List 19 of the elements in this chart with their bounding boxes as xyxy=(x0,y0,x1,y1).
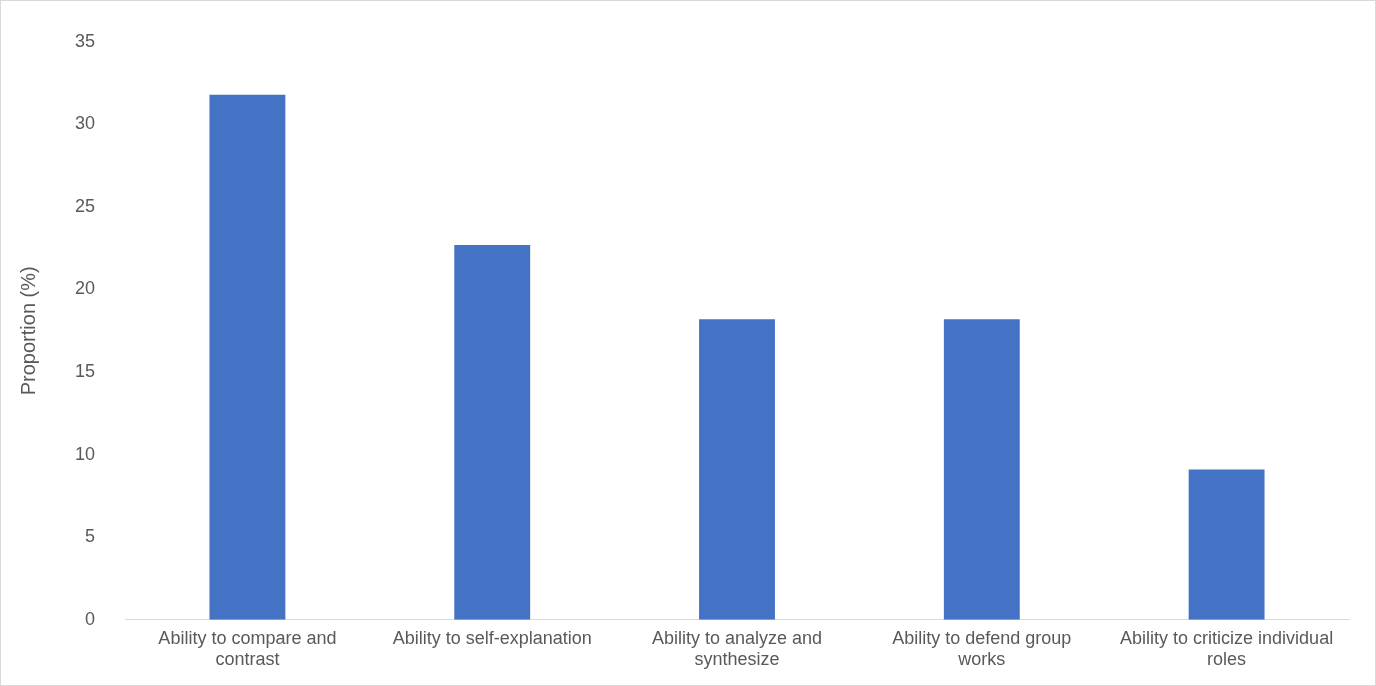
bar xyxy=(943,319,1020,620)
x-tick-label: Ability to self-explanation xyxy=(392,627,592,648)
y-tick-label: 5 xyxy=(85,526,96,547)
y-tick-label: 20 xyxy=(74,278,96,299)
bar xyxy=(699,319,775,620)
bar xyxy=(454,244,531,620)
x-tick-label: Ability to analyze and synthesize xyxy=(651,627,823,670)
y-tick-label: 30 xyxy=(74,113,96,134)
y-tick-label: 10 xyxy=(74,443,96,464)
y-tick-label: 0 xyxy=(85,608,96,629)
x-tick-label: Ability to defend group works xyxy=(892,627,1072,670)
bar xyxy=(1188,469,1265,620)
x-tick-label: Ability to criticize individual roles xyxy=(1120,627,1334,670)
y-tick-label: 25 xyxy=(74,195,96,216)
x-tick-label: Ability to compare and contrast xyxy=(158,627,337,670)
y-tick-label: 15 xyxy=(74,361,96,382)
y-tick-label: 35 xyxy=(74,30,96,51)
bar xyxy=(209,94,286,620)
y-axis-title: Proportion (%) xyxy=(16,266,39,396)
